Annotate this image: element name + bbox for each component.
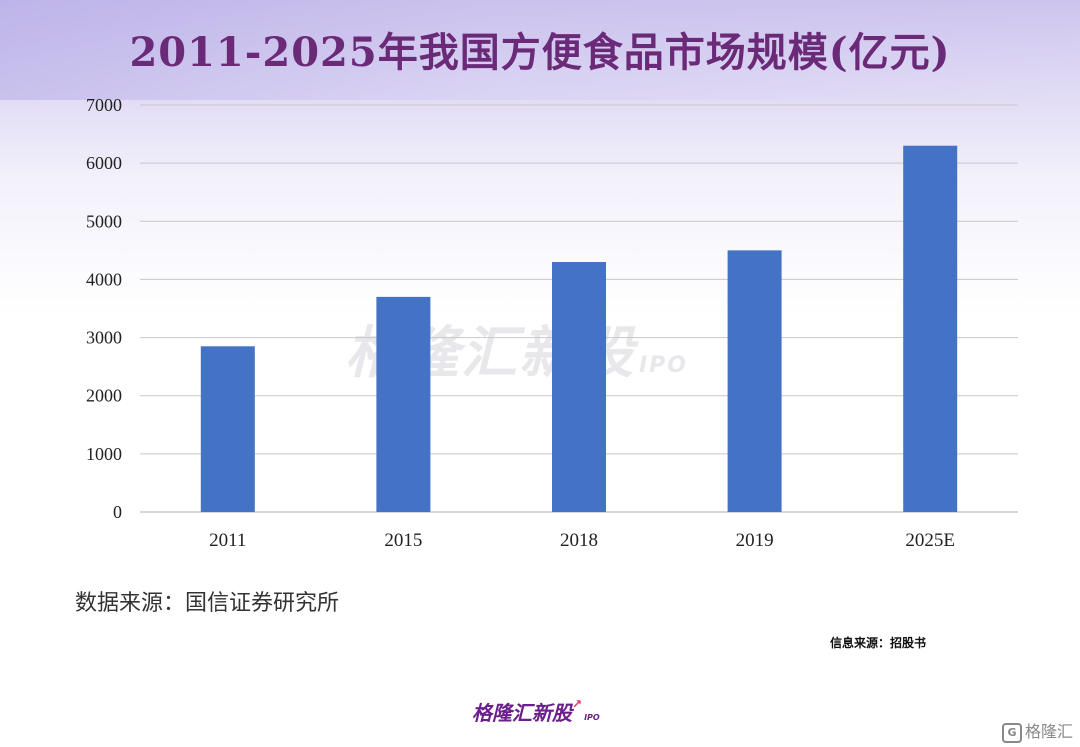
brand-name: 格隆汇新股: [472, 701, 572, 725]
x-tick-label: 2018: [560, 530, 598, 551]
data-source-note: 数据来源：国信证券研究所: [75, 591, 340, 616]
bar-2018: [552, 261, 606, 512]
brand-suffix: IPO: [584, 713, 600, 722]
y-tick-label: 2000: [86, 386, 122, 406]
y-tick-label: 7000: [86, 95, 122, 115]
brand-logo: 格隆汇新股↗IPO: [472, 697, 600, 726]
chart-title: 2011-2025年我国方便食品市场规模(亿元): [129, 29, 951, 76]
y-tick-label: 3000: [86, 328, 122, 348]
x-tick-label: 2015: [384, 530, 422, 551]
x-axis-ticks: 2011 2015 2018 2019 2025E: [209, 530, 955, 551]
corner-logo: G 格隆汇: [1002, 718, 1073, 743]
y-tick-label: 1000: [86, 444, 122, 464]
header-background: [0, 0, 1080, 100]
bar-2025E: [903, 145, 958, 512]
y-axis-ticks: 0 1000 2000 3000 4000 5000 6000 7000: [86, 95, 122, 522]
y-tick-label: 0: [113, 502, 122, 522]
y-tick-label: 4000: [86, 269, 122, 289]
y-tick-label: 6000: [86, 153, 122, 173]
g-logo-icon: G: [1002, 722, 1022, 743]
bar-2019: [727, 250, 782, 512]
trend-arrow-icon: ↗: [572, 697, 583, 711]
corner-logo-name: 格隆汇: [1025, 722, 1074, 741]
x-tick-label: 2025E: [905, 530, 955, 551]
bar-2015: [376, 296, 431, 512]
bars: [200, 145, 958, 512]
y-tick-label: 5000: [86, 211, 122, 231]
bar-2011: [200, 346, 255, 512]
info-source-note: 信息来源：招股书: [830, 636, 927, 650]
x-tick-label: 2019: [736, 530, 774, 551]
x-tick-label: 2011: [209, 530, 246, 551]
